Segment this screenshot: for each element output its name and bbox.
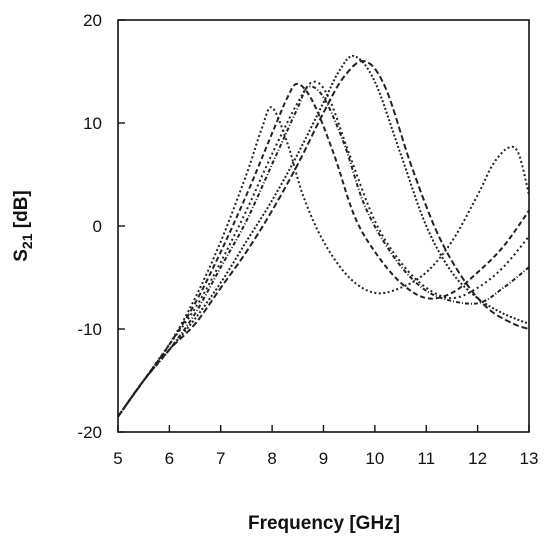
x-tick-label: 6 <box>165 449 174 468</box>
series-line-1 <box>117 106 530 418</box>
series-line-6 <box>117 60 530 418</box>
y-axis: -20 -10 0 10 20 <box>77 11 125 442</box>
y-axis-title-main: S <box>11 249 32 262</box>
x-tick-label: 7 <box>216 449 225 468</box>
x-tick-label: 10 <box>365 449 384 468</box>
y-axis-title-subscript: 21 <box>19 233 35 249</box>
y-tick-label: -10 <box>77 320 102 339</box>
series-line-4 <box>117 85 530 418</box>
x-tick-label: 8 <box>267 449 276 468</box>
y-tick-label: 10 <box>83 114 102 133</box>
x-axis: 5 6 7 8 9 10 11 12 13 <box>113 425 538 468</box>
x-tick-label: 12 <box>468 449 487 468</box>
x-tick-label: 13 <box>520 449 539 468</box>
series-curves <box>117 54 530 418</box>
svg-text:S21 [dB]: S21 [dB] <box>11 190 35 262</box>
y-tick-label: 20 <box>83 11 102 30</box>
x-tick-label: 5 <box>113 449 122 468</box>
x-axis-title: Frequency [GHz] <box>248 513 400 534</box>
series-line-3 <box>117 80 530 418</box>
y-axis-title-unit: [dB] <box>11 190 32 228</box>
y-tick-label: -20 <box>77 423 102 442</box>
series-line-2 <box>117 82 530 418</box>
series-line-5 <box>117 54 530 418</box>
plot-frame <box>117 19 530 433</box>
x-tick-label: 9 <box>319 449 328 468</box>
y-tick-label: 0 <box>93 217 102 236</box>
x-tick-label: 11 <box>417 449 435 468</box>
y-axis-title: S21 [dB] <box>11 190 35 262</box>
